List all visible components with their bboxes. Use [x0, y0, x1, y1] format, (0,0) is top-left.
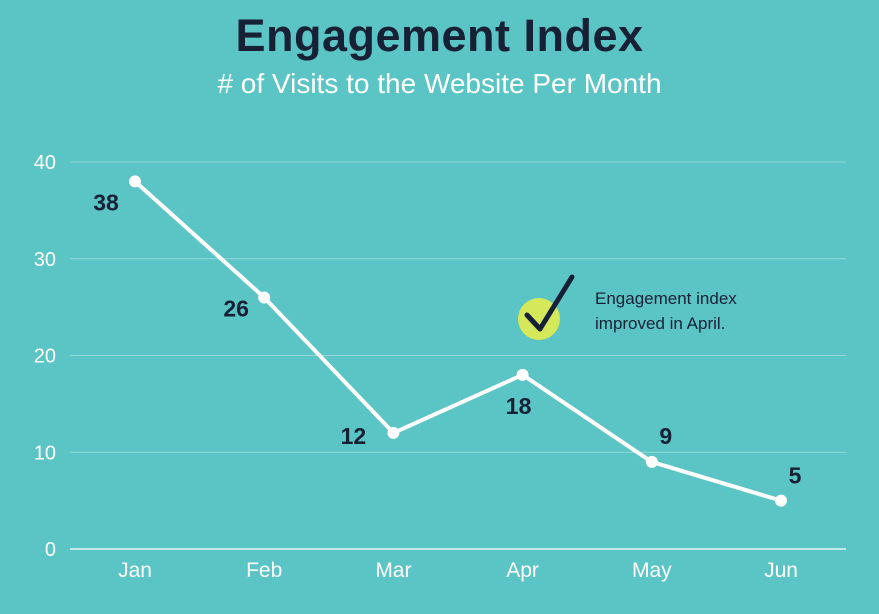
x-tick-label: Jun: [764, 559, 798, 582]
data-label: 38: [93, 189, 119, 215]
annotation-line-2: improved in April.: [595, 314, 726, 333]
x-axis: Jan Feb Mar Apr May Jun: [118, 559, 798, 582]
data-label: 26: [223, 295, 249, 321]
data-label: 9: [659, 423, 672, 449]
data-point: [516, 368, 529, 381]
checkmark-icon: [524, 274, 575, 332]
data-point: [258, 291, 271, 304]
checkmark-badge: [518, 298, 560, 340]
data-point: [775, 494, 787, 507]
x-tick-label: Apr: [506, 559, 539, 582]
y-axis: 0 10 20 30 40: [34, 152, 56, 561]
chart-title: Engagement Index: [235, 10, 644, 61]
annotation-marker: [518, 274, 575, 340]
y-tick-label: 30: [34, 249, 56, 271]
y-tick-label: 10: [34, 442, 56, 464]
data-point: [387, 426, 400, 439]
y-tick-label: 40: [34, 152, 56, 174]
data-label: 12: [341, 423, 367, 449]
data-labels: 38 26 12 18 9 5: [93, 189, 801, 488]
y-tick-label: 20: [34, 346, 56, 368]
x-tick-label: Mar: [375, 559, 411, 582]
series-line: [133, 179, 783, 503]
x-tick-label: Feb: [246, 559, 282, 582]
annotation-text: Engagement index improved in April.: [595, 286, 815, 336]
data-label: 5: [789, 463, 802, 489]
data-point: [129, 175, 141, 188]
data-label: 18: [506, 393, 532, 419]
annotation-line-1: Engagement index: [595, 289, 737, 308]
x-tick-label: May: [632, 559, 672, 582]
x-tick-label: Jan: [118, 559, 152, 582]
series-line-group: [129, 175, 787, 507]
chart-subtitle: # of Visits to the Website Per Month: [217, 68, 662, 99]
data-point: [645, 455, 658, 468]
gridlines: [70, 161, 846, 550]
y-tick-label: 0: [45, 539, 56, 561]
